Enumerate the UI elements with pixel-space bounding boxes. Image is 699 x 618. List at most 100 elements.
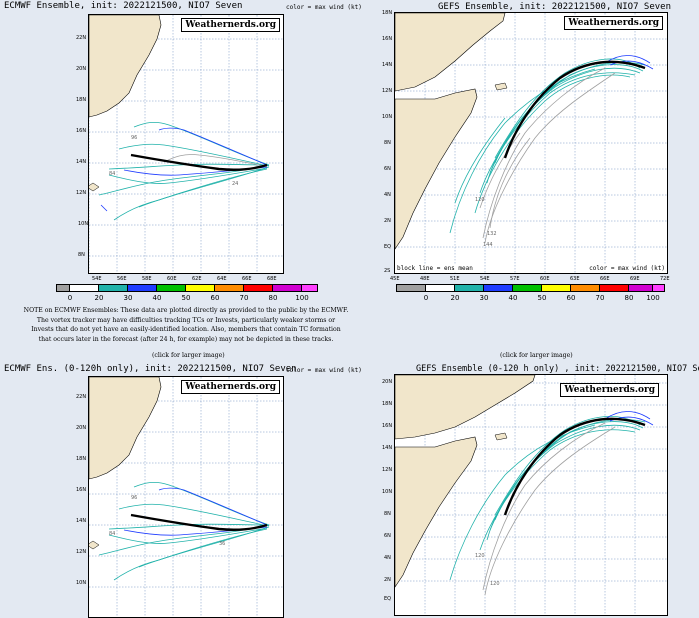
- ecmwf-120h-panel[interactable]: ECMWF Ens. (0-120h only), init: 20221215…: [0, 362, 362, 618]
- lat-label: EQ: [384, 596, 392, 602]
- colorbar-segment: [302, 284, 318, 292]
- lon-label: 60E: [167, 276, 177, 282]
- gefs-120h-panel[interactable]: GEFS Ensemble (0-120 h only) , init: 202…: [380, 362, 699, 616]
- lat-label: 8N: [384, 140, 391, 146]
- lat-label: 4N: [384, 555, 391, 561]
- colorbar-segment: [215, 284, 244, 292]
- lat-label: 12N: [382, 88, 393, 94]
- colorbar-label: 30: [479, 294, 489, 302]
- gefs-120h-track-map[interactable]: 120 120 Weathernerds.org: [394, 374, 668, 616]
- note-line: NOTE on ECMWF Ensembles: These data are …: [23, 307, 349, 314]
- lat-label: 6N: [384, 166, 391, 172]
- lon-label: 66E: [242, 276, 252, 282]
- colorbar-segment: [56, 284, 70, 292]
- colorbar-label: 70: [595, 294, 605, 302]
- weathernerds-brand: Weathernerds.org: [181, 380, 280, 394]
- lat-label: 14N: [382, 445, 393, 451]
- gefs-legend-left: block line = ens mean: [397, 265, 473, 272]
- gefs-120h-panel-title: GEFS Ensemble (0-120 h only) , init: 202…: [416, 364, 699, 374]
- colorbar-segment: [157, 284, 186, 292]
- ecmwf-color-note: color = max wind (kt): [286, 4, 362, 11]
- colorbar-segment: [542, 284, 571, 292]
- colorbar-segment: [571, 284, 600, 292]
- lon-label: 56E: [117, 276, 127, 282]
- ecmwf-note: NOTE on ECMWF Ensembles: These data are …: [0, 306, 372, 344]
- lat-label: 2N: [384, 218, 391, 224]
- click-larger-image-link-right[interactable]: (click for larger image): [500, 352, 573, 359]
- lon-label: 68E: [267, 276, 277, 282]
- colorbar-label: 70: [239, 294, 249, 302]
- colorbar-label: 100: [295, 294, 309, 302]
- lat-label: 18N: [382, 401, 393, 407]
- ecmwf-track-label-84: 84: [109, 171, 115, 177]
- gefs-track-map[interactable]: 120 132 144 Weathernerds.org block line …: [394, 12, 668, 274]
- lat-label: 16N: [382, 423, 393, 429]
- ecmwf-panel-title: ECMWF Ensemble, init: 2022121500, NIO7 S…: [4, 1, 243, 11]
- lat-label: 18N: [382, 10, 393, 16]
- gefs-ensemble-panel[interactable]: GEFS Ensemble, init: 2022121500, NIO7 Se…: [380, 0, 699, 305]
- note-line: that occurs later in the forecast (after…: [38, 335, 334, 343]
- lat-label: 20N: [76, 425, 87, 431]
- lat-label: 14N: [76, 159, 87, 165]
- ecmwf-ensemble-panel[interactable]: ECMWF Ensemble, init: 2022121500, NIO7 S…: [0, 0, 362, 302]
- lat-label: 20N: [382, 379, 393, 385]
- gefs-colorbar: 0 20 30 40 50 60 70 80 100: [396, 284, 666, 302]
- ecmwf-colorbar: 0 20 30 40 50 60 70 80 100: [56, 284, 320, 302]
- gefs-120h-track-label-120: 120: [475, 553, 485, 559]
- ecmwf-120h-panel-title: ECMWF Ens. (0-120h only), init: 20221215…: [4, 364, 297, 374]
- colorbar-segment: [244, 284, 273, 292]
- lat-label: 20N: [76, 66, 87, 72]
- colorbar-label: 20: [94, 294, 104, 302]
- colorbar-label: 0: [67, 294, 73, 302]
- colorbar-label: 50: [537, 294, 547, 302]
- lat-label: 10N: [382, 114, 393, 120]
- lon-label: 54E: [92, 276, 102, 282]
- gefs-120h-track-label-120b: 120: [490, 581, 500, 587]
- lat-label: 16N: [382, 36, 393, 42]
- lat-label: 8N: [78, 252, 85, 258]
- lat-label: 2N: [384, 577, 391, 583]
- lat-label: 12N: [76, 549, 87, 555]
- lon-label: 62E: [192, 276, 202, 282]
- lat-label: 22N: [76, 394, 87, 400]
- lat-label: 14N: [76, 518, 87, 524]
- click-larger-image-link-left[interactable]: (click for larger image): [152, 352, 225, 359]
- lon-label: 63E: [570, 276, 580, 282]
- gefs-track-label-144: 144: [483, 242, 493, 248]
- colorbar-label: 60: [210, 294, 220, 302]
- lon-label: 72E: [660, 276, 670, 282]
- colorbar-label: 40: [152, 294, 162, 302]
- lat-label: 10N: [78, 221, 89, 227]
- lat-label: 4N: [384, 192, 391, 198]
- colorbar-label: 80: [624, 294, 634, 302]
- ecmwf-120h-track-label-96: 96: [131, 495, 137, 501]
- colorbar-label: 50: [181, 294, 191, 302]
- colorbar-label: 60: [566, 294, 576, 302]
- ecmwf-120h-track-map[interactable]: 96 84 36 Weathernerds.org: [88, 376, 284, 618]
- lat-label: 14N: [382, 62, 393, 68]
- note-line: The vortex tracker may have difficulties…: [36, 316, 336, 324]
- lon-label: 66E: [600, 276, 610, 282]
- weathernerds-brand: Weathernerds.org: [560, 383, 659, 397]
- lat-label: 16N: [76, 128, 87, 134]
- colorbar-segment: [186, 284, 215, 292]
- ecmwf-120h-track-label-84: 84: [109, 531, 115, 537]
- lat-label: 12N: [382, 467, 393, 473]
- lat-label: EQ: [384, 244, 392, 250]
- ecmwf-track-label-24: 24: [232, 181, 238, 187]
- gefs-track-label-120: 120: [475, 197, 485, 203]
- gefs-map-graphic: 120 132 144: [395, 13, 667, 273]
- colorbar-segment: [653, 284, 665, 292]
- gefs-panel-title: GEFS Ensemble, init: 2022121500, NIO7 Se…: [438, 2, 671, 12]
- lat-label: 2S: [384, 268, 391, 274]
- ecmwf-map-graphic: 96 84 24: [89, 15, 283, 273]
- ecmwf-120h-map-graphic: 96 84 36: [89, 377, 283, 617]
- lat-label: 18N: [76, 97, 87, 103]
- ecmwf-track-map[interactable]: 96 84 24 Weathernerds.org: [88, 14, 284, 274]
- lon-label: 45E: [390, 276, 400, 282]
- colorbar-segment: [629, 284, 653, 292]
- colorbar-segment: [99, 284, 128, 292]
- note-line: Invests that do not yet have an easily-i…: [31, 326, 341, 333]
- lon-label: 64E: [217, 276, 227, 282]
- colorbar-segment: [426, 284, 455, 292]
